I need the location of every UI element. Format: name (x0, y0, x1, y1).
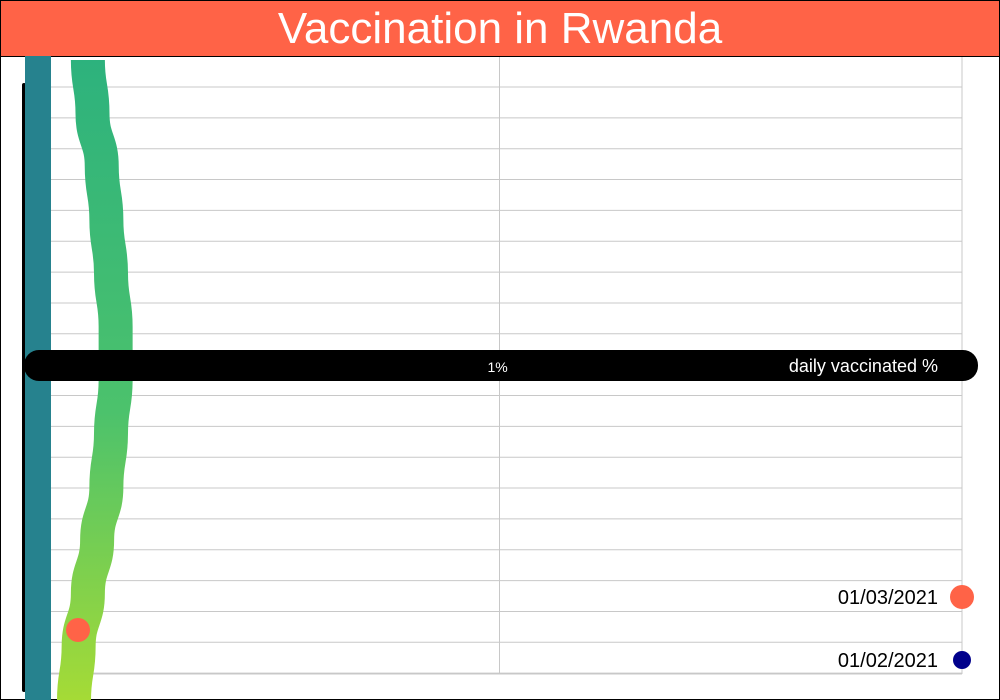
x-axis: 1% daily vaccinated % (24, 350, 978, 381)
x-axis-label: daily vaccinated % (789, 356, 938, 376)
chart-title: Vaccination in Rwanda (277, 3, 723, 53)
legend-marker (950, 585, 974, 609)
legend-marker (953, 651, 971, 669)
legend: 01/03/2021 01/02/2021 (838, 585, 974, 672)
x-tick-label: 1% (488, 359, 508, 375)
x-axis-bar (24, 350, 978, 381)
title-bar: Vaccination in Rwanda (1, 1, 999, 57)
current-date-marker (66, 618, 90, 642)
legend-label: 01/03/2021 (838, 587, 938, 609)
legend-label: 01/02/2021 (838, 650, 938, 672)
